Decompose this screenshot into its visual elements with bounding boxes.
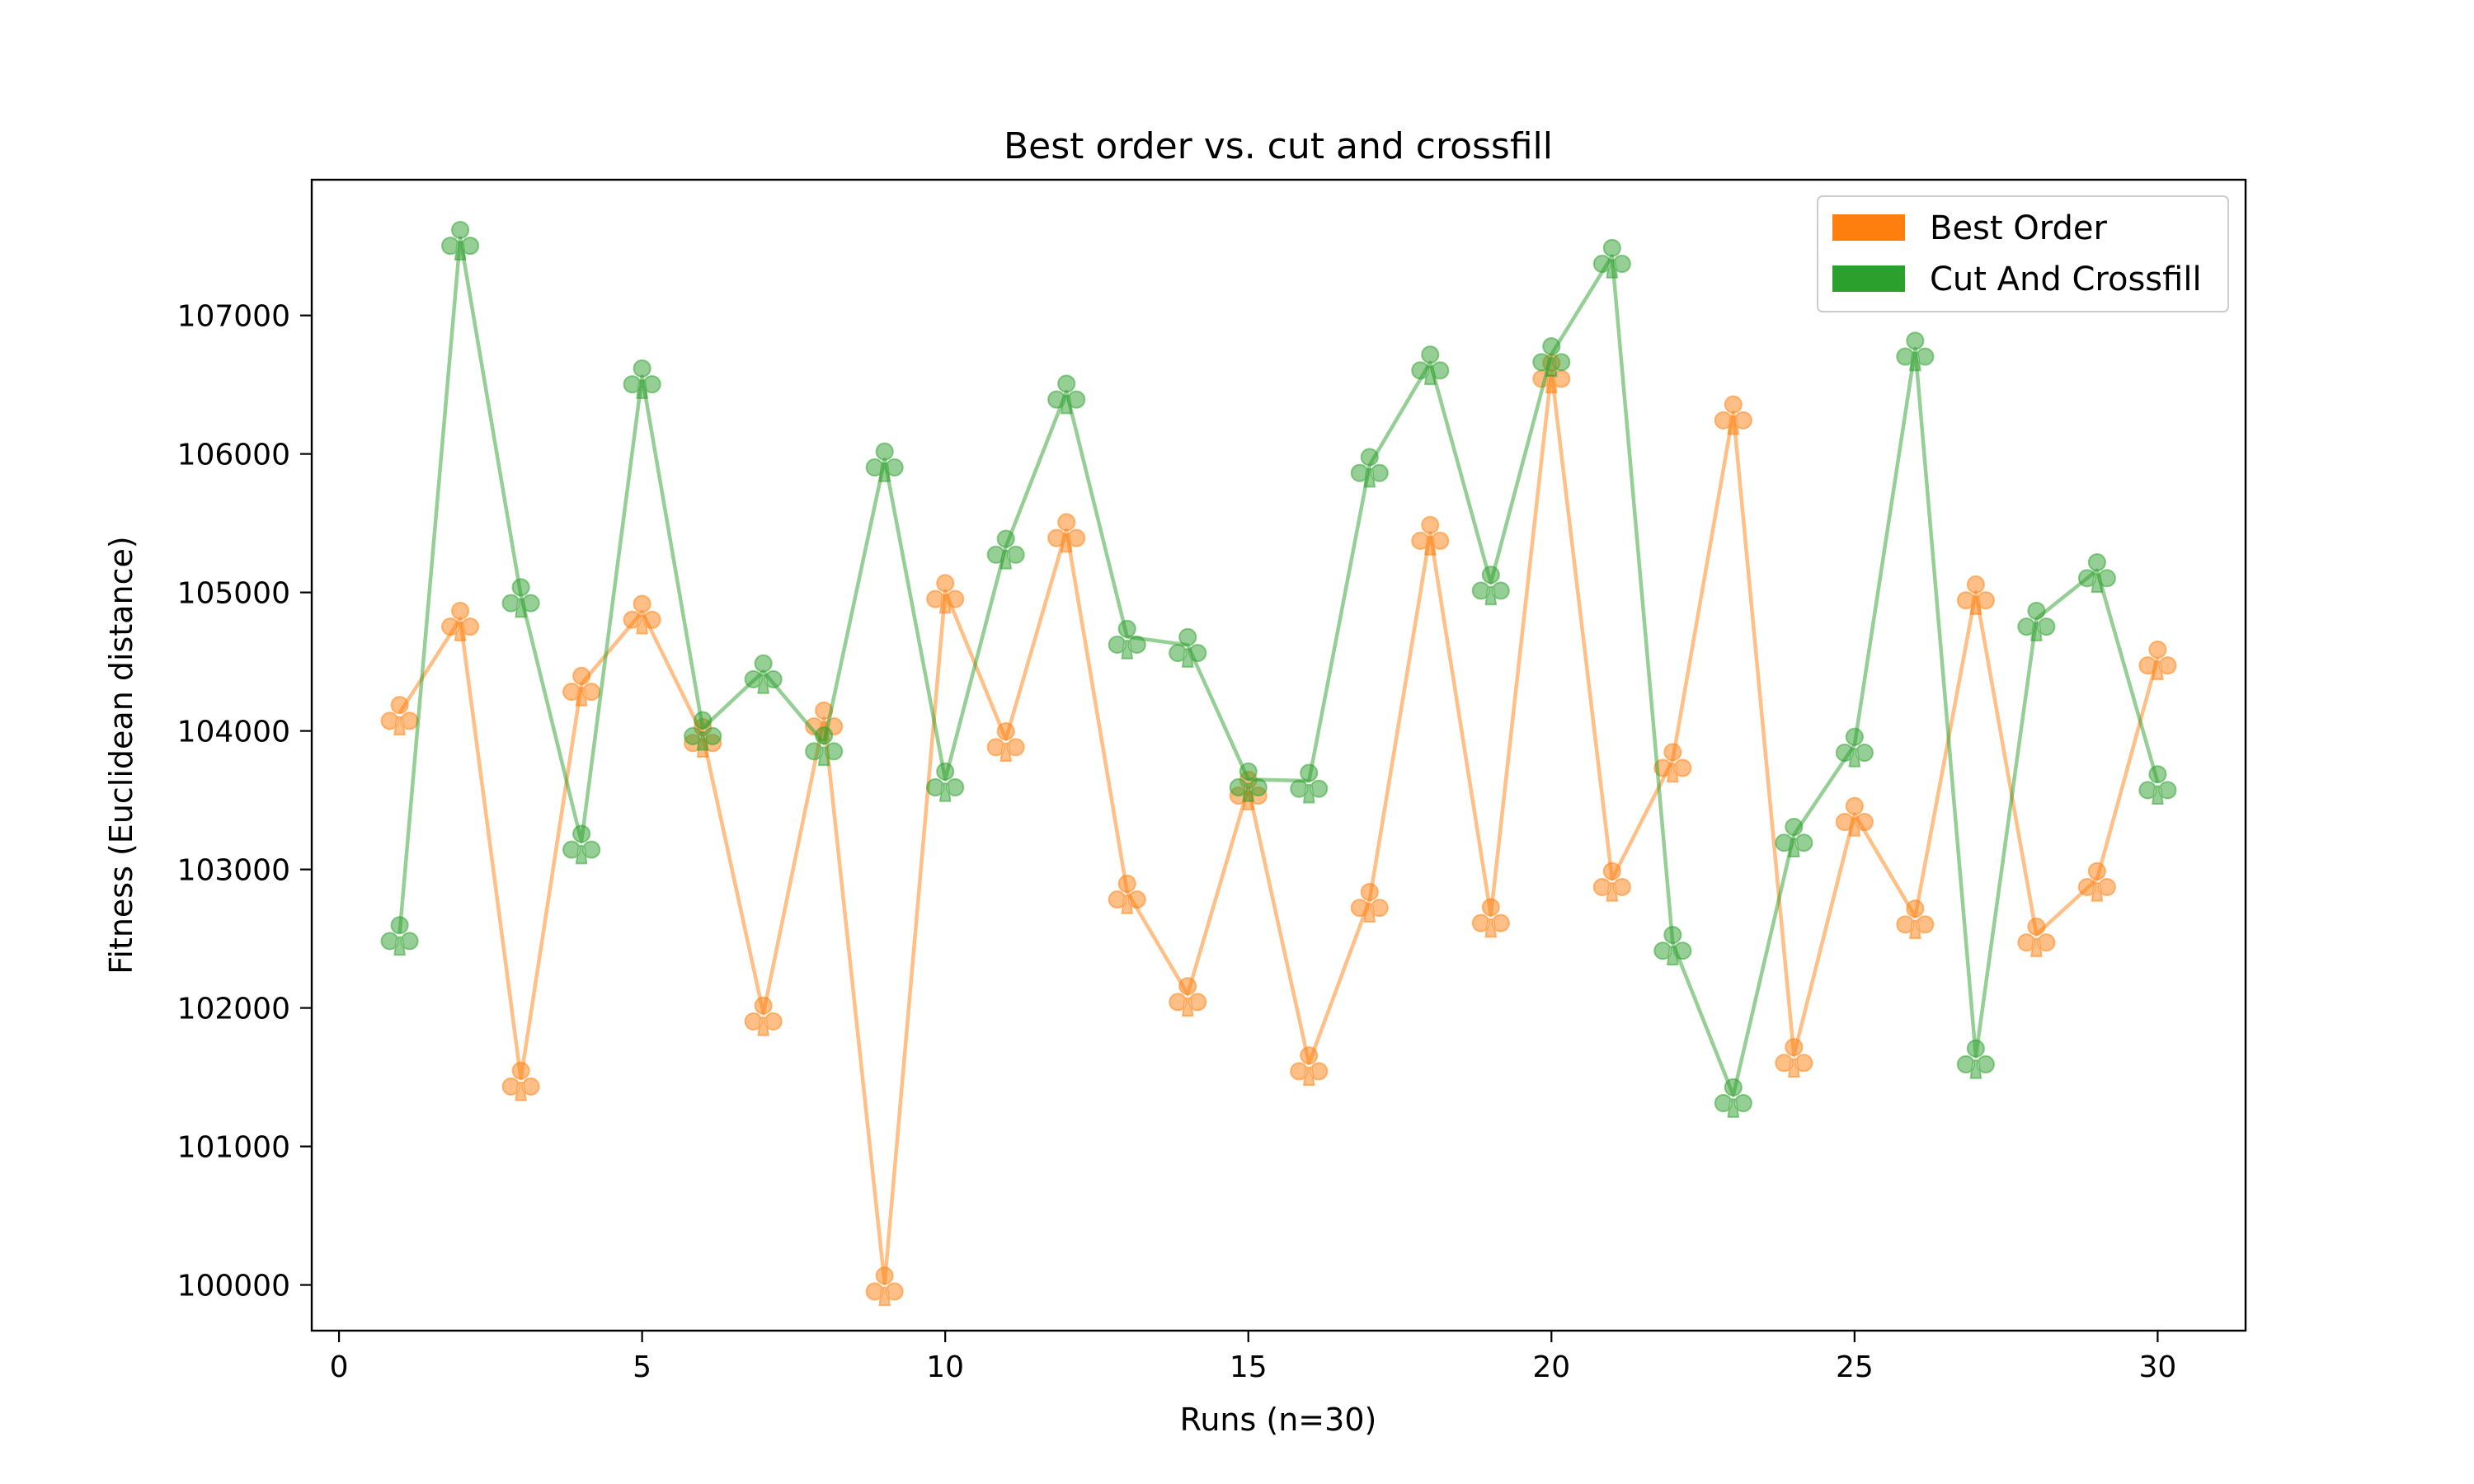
series-line xyxy=(397,236,2160,1097)
legend: Best Order Cut And Crossfill xyxy=(1817,195,2229,312)
data-point xyxy=(1775,817,1813,857)
data-point xyxy=(441,601,480,641)
data-point xyxy=(1956,575,1995,616)
data-point xyxy=(1108,874,1146,914)
y-tick-label: 104000 xyxy=(177,716,290,749)
y-tick-label: 100000 xyxy=(177,1270,290,1303)
x-tick-label: 25 xyxy=(1836,1350,1874,1384)
data-point xyxy=(865,1266,904,1307)
data-point xyxy=(1714,1078,1752,1118)
data-point xyxy=(562,666,601,707)
data-point xyxy=(1471,566,1510,606)
data-point xyxy=(1290,1046,1329,1087)
x-tick-label: 10 xyxy=(926,1350,964,1384)
data-point xyxy=(1229,762,1268,802)
data-point xyxy=(684,711,722,751)
legend-label-cut-and-crossfill: Cut And Crossfill xyxy=(1930,261,2202,298)
data-point xyxy=(1653,743,1692,783)
data-point xyxy=(1411,345,1450,386)
data-point xyxy=(744,996,783,1036)
series-best-order xyxy=(380,354,2177,1307)
data-point xyxy=(380,696,419,736)
data-point xyxy=(1350,448,1389,488)
data-point xyxy=(623,359,661,399)
data-point xyxy=(1592,238,1631,279)
legend-label-best-order: Best Order xyxy=(1930,209,2108,247)
data-point xyxy=(380,916,419,956)
data-point xyxy=(441,220,480,261)
data-point xyxy=(1775,1038,1813,1078)
data-point xyxy=(1290,763,1329,804)
data-point xyxy=(501,1061,540,1101)
data-point xyxy=(1835,727,1874,768)
data-point xyxy=(926,574,965,614)
legend-swatch-best-order xyxy=(1832,214,1905,241)
x-tick-label: 20 xyxy=(1532,1350,1570,1384)
legend-box xyxy=(1817,195,2229,312)
x-tick-label: 0 xyxy=(330,1350,349,1384)
y-axis-ticks: 100000 101000 102000 103000 104000 105000 1060… xyxy=(177,300,312,1303)
data-point xyxy=(1411,515,1450,556)
series-cut-and-crossfill xyxy=(380,220,2177,1118)
data-point xyxy=(986,529,1025,570)
axes-frame xyxy=(310,178,2247,1332)
data-point xyxy=(1896,899,1935,940)
y-tick-label: 101000 xyxy=(177,1131,290,1165)
data-point xyxy=(744,654,783,694)
plot-area xyxy=(380,220,2177,1307)
data-point xyxy=(2077,862,2116,902)
chart-title: Best order vs. cut and crossfill xyxy=(1004,125,1553,167)
series-line xyxy=(397,369,2160,1286)
x-axis-ticks: 0 5 10 15 20 25 30 xyxy=(330,1331,2177,1384)
x-axis-label: Runs (n=30) xyxy=(1180,1402,1377,1438)
y-tick-label: 102000 xyxy=(177,993,290,1026)
data-point xyxy=(1956,1039,1995,1079)
data-point xyxy=(986,722,1025,763)
data-point xyxy=(623,594,661,635)
data-point xyxy=(1471,898,1510,938)
y-axis-label: Fitness (Euclidean distance) xyxy=(103,536,139,974)
data-point xyxy=(865,442,904,482)
data-point xyxy=(2017,917,2056,957)
y-tick-label: 106000 xyxy=(177,439,290,472)
data-point xyxy=(1532,336,1571,378)
data-point xyxy=(562,824,601,865)
data-point xyxy=(1592,862,1631,902)
data-point xyxy=(1169,627,1207,668)
data-point xyxy=(501,578,540,618)
data-point xyxy=(1108,619,1146,660)
data-point xyxy=(1350,882,1389,923)
x-tick-label: 30 xyxy=(2139,1350,2177,1384)
x-tick-label: 5 xyxy=(633,1350,651,1384)
data-point xyxy=(1047,374,1086,415)
data-point xyxy=(1047,513,1086,553)
data-point xyxy=(2138,640,2177,680)
data-point xyxy=(1896,331,1935,372)
y-tick-label: 107000 xyxy=(177,300,290,334)
data-point xyxy=(2138,765,2177,805)
data-point xyxy=(2077,553,2116,594)
data-point xyxy=(926,762,965,802)
data-point xyxy=(1653,925,1692,966)
y-tick-label: 103000 xyxy=(177,854,290,888)
data-point xyxy=(1835,796,1874,837)
y-tick-label: 105000 xyxy=(177,577,290,611)
data-point xyxy=(1714,395,1752,435)
x-tick-label: 15 xyxy=(1230,1350,1268,1384)
data-point xyxy=(2017,601,2056,641)
legend-swatch-cut-and-crossfill xyxy=(1832,265,1905,292)
data-point xyxy=(805,726,844,767)
data-point xyxy=(1169,977,1207,1017)
